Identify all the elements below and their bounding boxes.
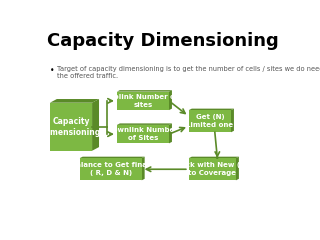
Polygon shape — [189, 109, 234, 110]
Polygon shape — [142, 157, 145, 180]
Polygon shape — [169, 123, 172, 143]
Text: Capacity
Dimensioning: Capacity Dimensioning — [41, 117, 100, 137]
Polygon shape — [80, 157, 145, 158]
Text: Balance to Get final
( R, D & N): Balance to Get final ( R, D & N) — [71, 162, 150, 176]
Polygon shape — [236, 157, 239, 180]
Text: Get (N)
Limited one: Get (N) Limited one — [186, 114, 234, 128]
Text: Uplink Number of
sites: Uplink Number of sites — [108, 94, 178, 108]
Polygon shape — [92, 99, 99, 151]
Text: Target of capacity dimensioning is to get the number of cells / sites we do need: Target of capacity dimensioning is to ge… — [57, 66, 320, 79]
FancyBboxPatch shape — [117, 92, 169, 110]
Text: Capacity Dimensioning: Capacity Dimensioning — [47, 32, 279, 50]
Polygon shape — [189, 157, 239, 158]
Polygon shape — [117, 90, 172, 92]
Text: Downlink Number
of Sites: Downlink Number of Sites — [108, 127, 178, 141]
Polygon shape — [169, 90, 172, 110]
FancyBboxPatch shape — [189, 110, 231, 132]
Polygon shape — [50, 99, 99, 103]
Polygon shape — [117, 123, 172, 125]
FancyBboxPatch shape — [189, 158, 236, 180]
Text: •: • — [50, 66, 54, 75]
Polygon shape — [231, 109, 234, 132]
Text: Back with New (N)
to Coverage: Back with New (N) to Coverage — [176, 162, 249, 176]
FancyBboxPatch shape — [80, 158, 142, 180]
FancyBboxPatch shape — [117, 125, 169, 143]
FancyBboxPatch shape — [50, 103, 92, 151]
